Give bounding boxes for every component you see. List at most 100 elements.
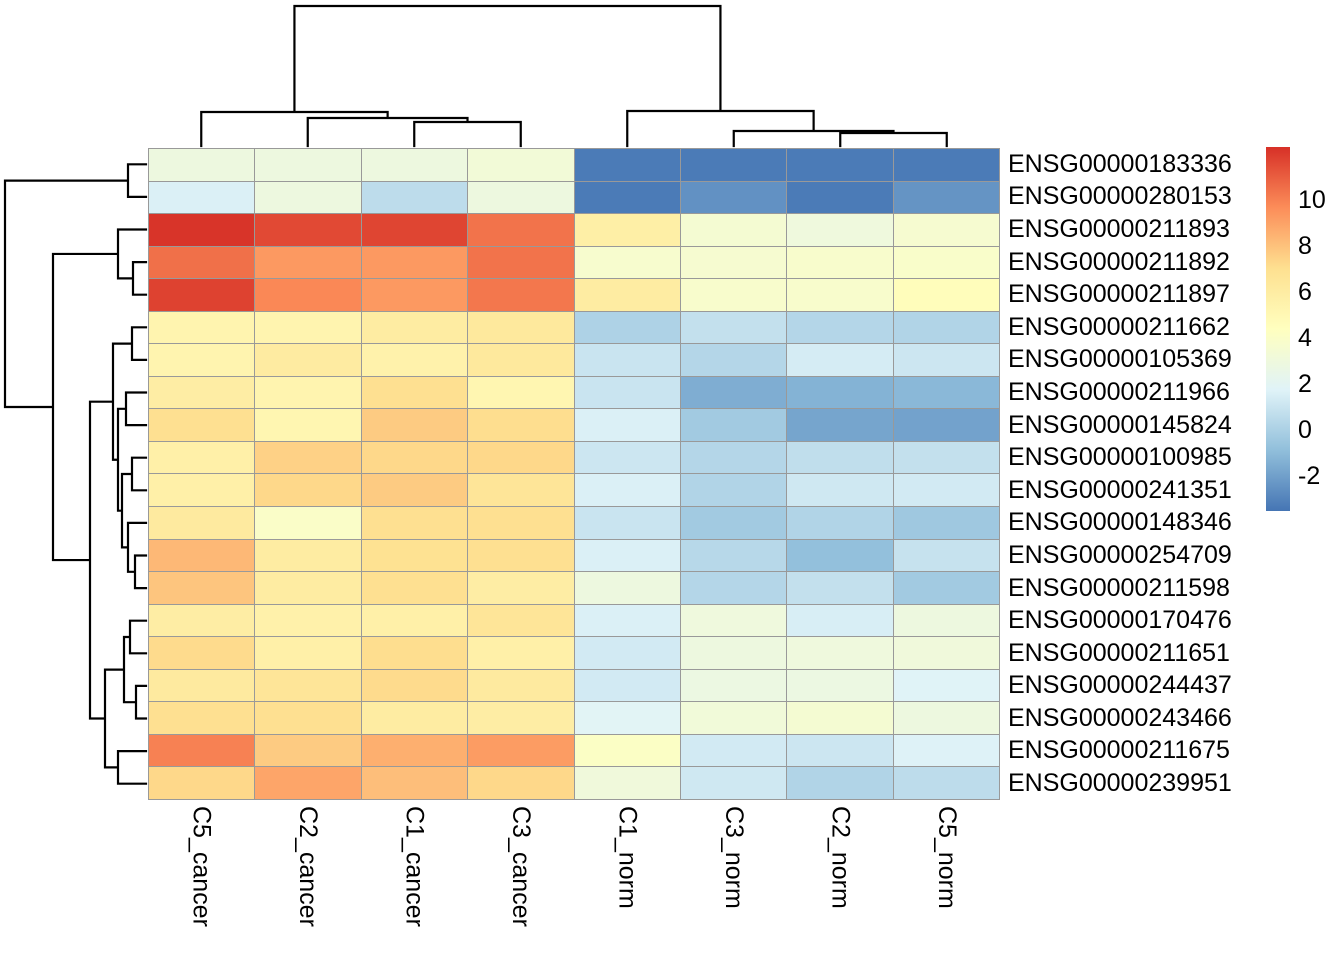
heatmap-cell (255, 149, 361, 181)
heatmap-cell (361, 507, 468, 539)
heatmap-cell (255, 637, 361, 669)
heatmap-cell (574, 214, 680, 246)
heatmap-cell (574, 572, 680, 604)
legend-tick-labels: 10 8 6 4 2 0 -2 (1298, 147, 1344, 511)
heatmap-cell (255, 344, 361, 376)
heatmap-cell (574, 767, 680, 799)
heatmap-cell (574, 637, 680, 669)
column-label: C2_cancer (293, 806, 322, 927)
heatmap-cell (149, 181, 255, 214)
column-label: C1_norm (613, 806, 642, 909)
heatmap-cell (468, 507, 574, 539)
row-label: ENSG00000105369 (1008, 345, 1232, 374)
heatmap-cell (149, 311, 255, 344)
heatmap-cell (149, 604, 255, 637)
heatmap-cell (787, 767, 893, 799)
heatmap-cell (893, 181, 999, 214)
heatmap-cell (680, 149, 787, 181)
heatmap-cell (149, 149, 255, 181)
row-label: ENSG00000241351 (1008, 475, 1232, 504)
heatmap-cell (680, 734, 787, 767)
heatmap-cell (680, 474, 787, 507)
heatmap-cell (361, 669, 468, 702)
row-dendrogram (3, 163, 148, 785)
heatmap-cell (680, 311, 787, 344)
heatmap-cell (255, 376, 361, 409)
heatmap-cell (149, 246, 255, 279)
heatmap-cell (149, 344, 255, 376)
heatmap-cell (893, 702, 999, 734)
heatmap-cell (468, 734, 574, 767)
row-label: ENSG00000100985 (1008, 443, 1232, 472)
heatmap-cell (255, 669, 361, 702)
heatmap-cell (680, 344, 787, 376)
heatmap-cell (149, 441, 255, 474)
heatmap-cell (361, 214, 468, 246)
heatmap-cell (255, 214, 361, 246)
heatmap-cell (893, 539, 999, 572)
heatmap-cell (787, 604, 893, 637)
heatmap-cell (149, 734, 255, 767)
heatmap-cell (787, 507, 893, 539)
heatmap-cell (574, 539, 680, 572)
row-label: ENSG00000239951 (1008, 769, 1232, 798)
legend-tick-label: 6 (1298, 278, 1312, 307)
heatmap-cell (574, 441, 680, 474)
heatmap-cell (361, 409, 468, 441)
heatmap-cell (361, 734, 468, 767)
heatmap-cell (149, 702, 255, 734)
heatmap-cell (680, 246, 787, 279)
heatmap-cell (787, 344, 893, 376)
heatmap-cell (787, 409, 893, 441)
row-label: ENSG00000148346 (1008, 508, 1232, 537)
heatmap-cell (149, 279, 255, 311)
heatmap-cell (893, 604, 999, 637)
row-label: ENSG00000280153 (1008, 182, 1232, 211)
heatmap-cell (468, 637, 574, 669)
row-label: ENSG00000254709 (1008, 540, 1232, 569)
heatmap-cell (149, 214, 255, 246)
heatmap-cell (680, 507, 787, 539)
heatmap-cell (361, 572, 468, 604)
heatmap-cell (680, 702, 787, 734)
heatmap-cell (149, 767, 255, 799)
heatmap-cell (893, 311, 999, 344)
heatmap-cell (149, 507, 255, 539)
heatmap-cell (893, 246, 999, 279)
heatmap-cell (255, 702, 361, 734)
heatmap-cell (680, 767, 787, 799)
legend-tick-label: -2 (1298, 462, 1321, 491)
row-dendrogram-lines (3, 163, 148, 785)
heatmap-cell (468, 376, 574, 409)
heatmap-cell (787, 702, 893, 734)
heatmap-cell (361, 539, 468, 572)
heatmap-cell (787, 441, 893, 474)
column-label: C1_cancer (400, 806, 429, 927)
heatmap-cell (255, 311, 361, 344)
heatmap-cell (468, 572, 574, 604)
heatmap-cell (574, 376, 680, 409)
heatmap-cell (149, 669, 255, 702)
heatmap-cell (893, 376, 999, 409)
heatmap-cell (255, 572, 361, 604)
heatmap-cell (468, 702, 574, 734)
heatmap-cell (680, 279, 787, 311)
heatmap-cell (787, 539, 893, 572)
heatmap-cell (893, 669, 999, 702)
heatmap-cell (468, 539, 574, 572)
heatmap-cell (893, 474, 999, 507)
heatmap-cell (468, 279, 574, 311)
heatmap-cell (574, 409, 680, 441)
column-label: C3_cancer (506, 806, 535, 927)
legend-tick-label: 2 (1298, 370, 1312, 399)
heatmap-cell (787, 246, 893, 279)
heatmap-cell (361, 441, 468, 474)
heatmap-cell (893, 409, 999, 441)
row-label: ENSG00000211893 (1008, 214, 1230, 243)
heatmap-cell (787, 474, 893, 507)
row-label: ENSG00000211598 (1008, 573, 1230, 602)
heatmap-cell (468, 214, 574, 246)
heatmap-cell (361, 279, 468, 311)
heatmap-cell (680, 409, 787, 441)
